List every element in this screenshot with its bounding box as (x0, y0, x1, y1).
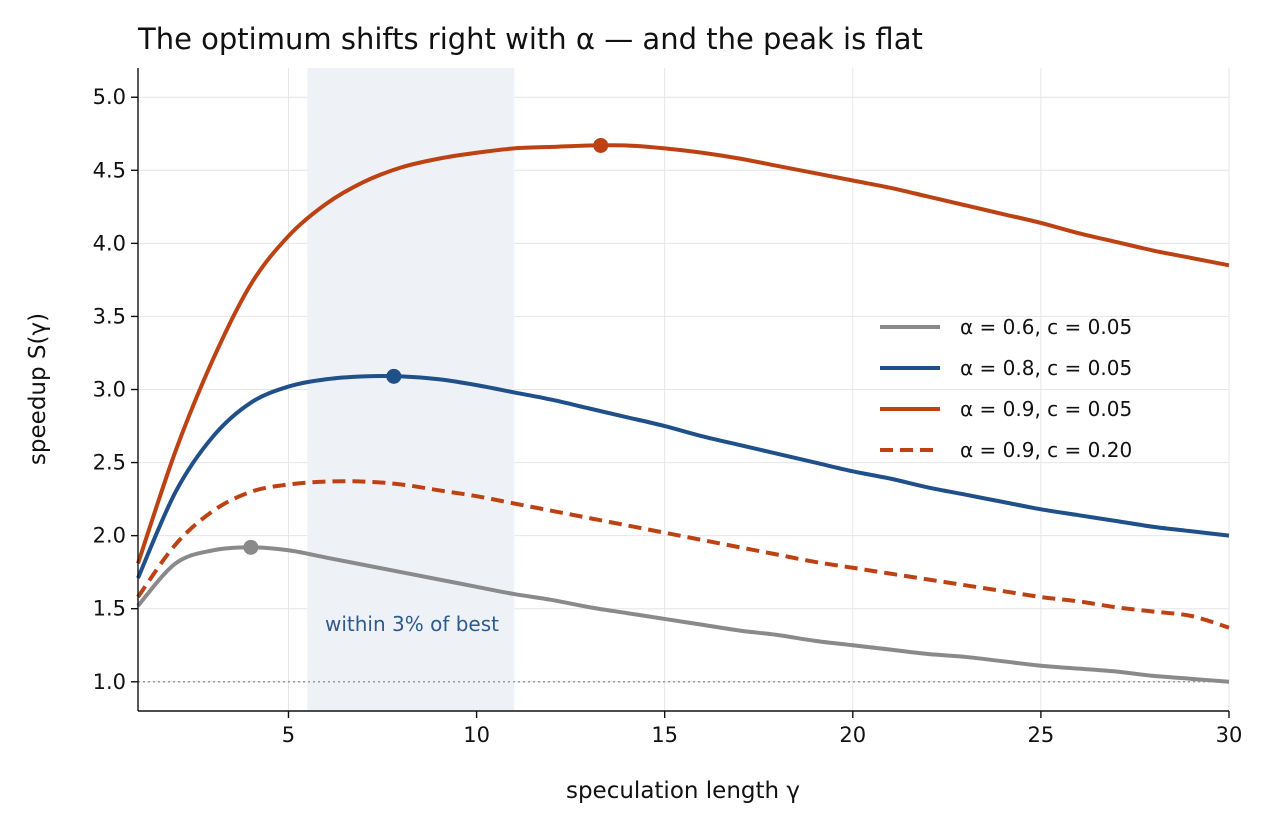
band-annotation: within 3% of best (325, 612, 499, 636)
x-tick-label-1: 10 (463, 723, 490, 747)
legend-label-0: α = 0.6, c = 0.05 (960, 315, 1132, 339)
series-line-1 (136, 373, 1230, 579)
series-layer (136, 137, 1230, 684)
y-tick-label-3: 2.5 (93, 451, 126, 475)
x-tick-label-2: 15 (651, 723, 678, 747)
x-tick-label-5: 30 (1216, 723, 1243, 747)
series-line-3 (136, 479, 1230, 630)
x-tick-label-3: 20 (839, 723, 866, 747)
y-tick-label-7: 4.5 (93, 158, 126, 182)
peak-marker-2 (593, 137, 609, 153)
peak-marker-0 (243, 539, 259, 555)
y-tick-label-8: 5.0 (93, 85, 126, 109)
y-tick-label-5: 3.5 (93, 304, 126, 328)
legend-label-1: α = 0.8, c = 0.05 (960, 356, 1132, 380)
legend-label-2: α = 0.9, c = 0.05 (960, 397, 1132, 421)
optimal-band (307, 68, 515, 711)
y-tick-label-2: 2.0 (93, 524, 126, 548)
x-tick-label-0: 5 (282, 723, 295, 747)
legend-label-3: α = 0.9, c = 0.20 (960, 438, 1132, 462)
y-tick-label-4: 3.0 (93, 378, 126, 402)
grid-layer (138, 68, 1230, 711)
y-tick-label-1: 1.5 (93, 597, 126, 621)
y-tick-label-0: 1.0 (93, 670, 126, 694)
x-axis-label: speculation length γ (566, 778, 800, 804)
y-tick-label-6: 4.0 (93, 231, 126, 255)
series-line-0 (136, 545, 1230, 684)
x-tick-label-4: 25 (1028, 723, 1055, 747)
chart-title: The optimum shifts right with α — and th… (137, 22, 923, 56)
peak-marker-1 (386, 368, 402, 384)
y-axis-label: speedup S(γ) (25, 313, 51, 465)
legend: α = 0.6, c = 0.05 α = 0.8, c = 0.05 α = 0.… (880, 315, 1132, 462)
series-line-2 (136, 143, 1230, 565)
band-layer (307, 68, 515, 711)
tick-layer: 5 10 15 20 25 30 1.0 1.5 2.0 2.5 3.0 3.5 4.0 4.5 5.0 (93, 85, 1243, 747)
